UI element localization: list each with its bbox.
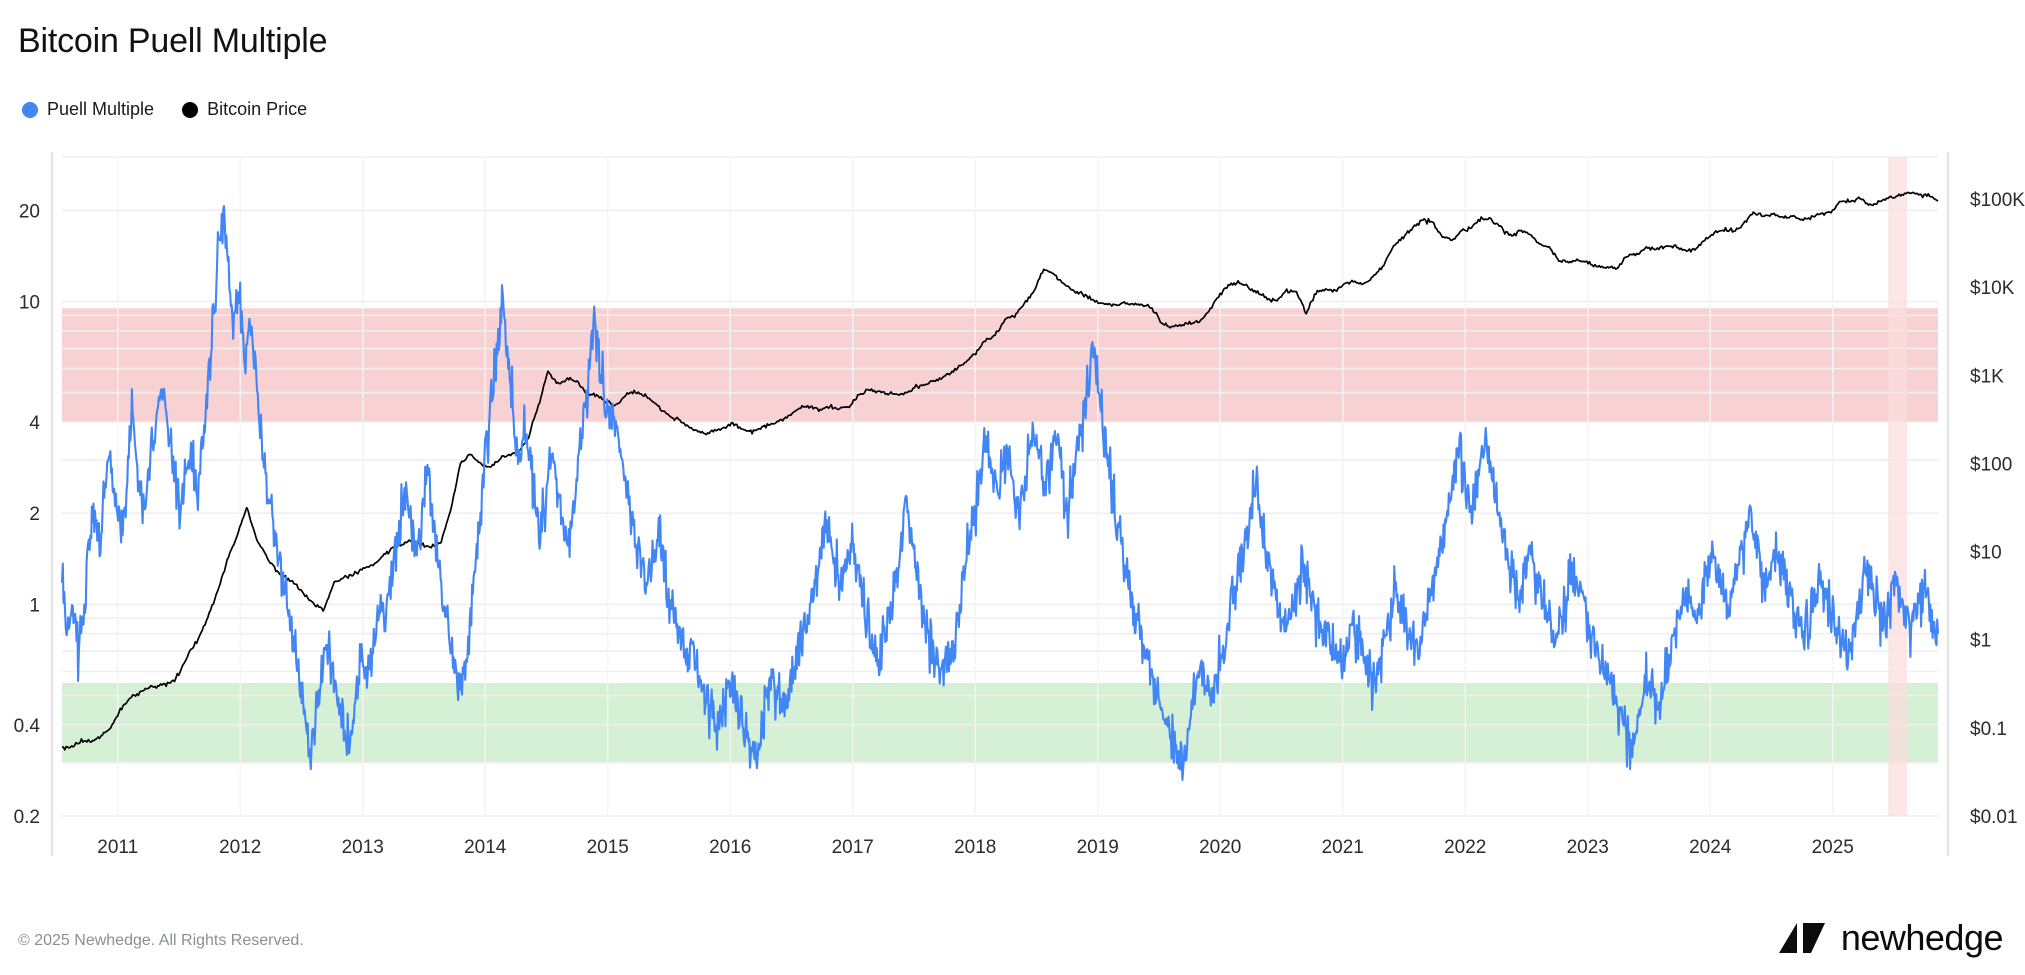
x-tick-2014: 2014 <box>464 837 507 858</box>
x-tick-2018: 2018 <box>954 837 996 858</box>
series-puell-multiple <box>60 205 1940 781</box>
band-overvalued <box>62 308 1938 423</box>
y-tick-left-1: 10 <box>19 292 40 313</box>
copyright-text: © 2025 Newhedge. All Rights Reserved. <box>18 932 304 949</box>
x-tick-2024: 2024 <box>1689 837 1732 858</box>
highlight-recent-window <box>1888 157 1908 816</box>
x-tick-2012: 2012 <box>219 837 261 858</box>
y-tick-right-2: $1K <box>1970 366 2004 387</box>
y-tick-right-5: $1 <box>1970 631 1991 652</box>
x-tick-2015: 2015 <box>587 837 629 858</box>
x-tick-2016: 2016 <box>709 837 751 858</box>
y-tick-right-4: $10 <box>1970 543 2002 564</box>
axis-lines <box>50 152 1950 856</box>
x-tick-2022: 2022 <box>1444 837 1486 858</box>
brand-name: newhedge <box>1840 917 2004 958</box>
y-tick-right-3: $100 <box>1970 454 2012 475</box>
y-axis-left-ticks: 20 10 4 2 1 0.4 0.2 <box>14 201 41 828</box>
brand-logo[interactable]: newhedge <box>1777 917 2004 958</box>
y-tick-right-1: $10K <box>1970 278 2015 299</box>
legend-dot-puell-multiple <box>22 101 38 118</box>
y-tick-right-7: $0.01 <box>1970 807 2018 828</box>
line-puell-multiple <box>60 205 1940 781</box>
y-tick-left-2: 4 <box>29 413 40 434</box>
y-tick-left-0: 20 <box>19 201 40 222</box>
page-title: Bitcoin Puell Multiple <box>18 22 328 60</box>
legend-dot-bitcoin-price <box>182 101 199 118</box>
chart-legend: Puell Multiple Bitcoin Price <box>22 99 307 120</box>
line-bitcoin-price <box>61 191 1939 751</box>
legend-item-bitcoin-price[interactable]: Bitcoin Price <box>182 99 307 120</box>
highlight-region <box>1888 157 1908 816</box>
gridlines <box>62 156 1938 817</box>
x-tick-2021: 2021 <box>1322 837 1364 858</box>
y-tick-left-4: 1 <box>29 595 40 616</box>
x-tick-2013: 2013 <box>342 837 384 858</box>
y-tick-right-6: $0.1 <box>1970 719 2007 740</box>
chart-canvas[interactable]: 20 10 4 2 1 0.4 0.2 $100K $10K $1K $100 $10 $1 $0.1 $… <box>0 140 2025 900</box>
x-tick-2025: 2025 <box>1812 837 1854 858</box>
x-tick-2011: 2011 <box>97 837 138 858</box>
x-tick-2017: 2017 <box>832 837 874 858</box>
y-tick-left-3: 2 <box>29 504 40 525</box>
y-tick-right-0: $100K <box>1970 190 2025 211</box>
y-tick-left-6: 0.2 <box>14 807 40 828</box>
x-tick-2023: 2023 <box>1567 837 1609 858</box>
x-tick-2019: 2019 <box>1077 837 1119 858</box>
y-tick-left-5: 0.4 <box>14 716 41 737</box>
legend-item-puell-multiple[interactable]: Puell Multiple <box>22 99 154 120</box>
legend-label-puell-multiple: Puell Multiple <box>47 99 155 119</box>
x-tick-2020: 2020 <box>1199 837 1241 858</box>
x-axis-ticks: 2011 2012 2013 2014 2015 2016 2017 2018 2019 2020… <box>97 837 1854 858</box>
series-bitcoin-price <box>61 191 1939 751</box>
newhedge-mark-icon <box>1778 923 1825 953</box>
y-axis-right-ticks: $100K $10K $1K $100 $10 $1 $0.1 $0.01 <box>1970 190 2025 828</box>
legend-label-bitcoin-price: Bitcoin Price <box>207 99 308 119</box>
